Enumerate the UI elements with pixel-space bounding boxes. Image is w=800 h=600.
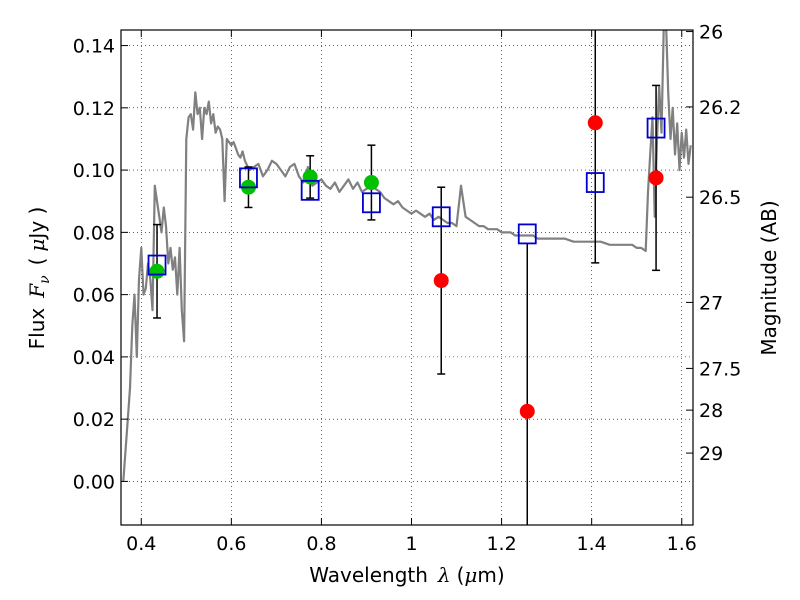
y-tick-label-5: 0.10 — [73, 160, 115, 182]
x-axis-title: Wavelength λ (μm) — [309, 563, 504, 587]
y-axis-title-unit-open: ( — [25, 258, 49, 266]
y2-tick-label-4: 27.5 — [699, 358, 741, 380]
observed-point-4 — [433, 273, 449, 289]
synthetic-point-6 — [585, 172, 605, 193]
x-tick-label-3: 1 — [405, 533, 417, 555]
x-tick-label-6: 1.6 — [667, 533, 697, 555]
model-sed-line — [122, 30, 692, 482]
synthetic-point-1 — [239, 167, 258, 189]
observed-point-0 — [149, 263, 165, 279]
y-tick-label-1: 0.02 — [73, 409, 115, 431]
synthetic-point-0 — [147, 254, 167, 276]
synthetic-point-7 — [646, 117, 666, 139]
x-axis-title-unit-rest: m) — [477, 563, 504, 587]
y2-tick-label-5: 28 — [699, 400, 723, 422]
synthetic-point-3 — [362, 192, 381, 214]
y-axis-title-subscript: ν — [37, 275, 53, 284]
synthetic-point-4 — [431, 206, 451, 228]
data-layer — [122, 30, 692, 525]
synthetic-point-2 — [300, 179, 320, 201]
y2-axis-title: Magnitude (AB) — [757, 200, 781, 355]
ticks: 0.4 0.6 0.8 1 1.2 1.4 1.6 0.00 0.02 0.04 0.06 0.08 0… — [73, 22, 742, 555]
plot-frame — [120, 29, 694, 526]
y-axis-title-unit-mu: μ — [25, 239, 49, 252]
y-axis-title-unit-rest: Jy ) — [25, 207, 49, 241]
y-tick-label-3: 0.06 — [73, 285, 115, 307]
x-tick-label-4: 1.2 — [486, 533, 516, 555]
grid — [121, 30, 693, 525]
y-tick-label-0: 0.00 — [73, 471, 115, 493]
x-axis-title-prefix: Wavelength — [309, 563, 428, 587]
y-axis-title: Flux Fν ( μJy ) — [25, 207, 53, 350]
x-axis-title-unit-open: ( — [457, 563, 465, 587]
y-axis-title-symbol: F — [25, 283, 49, 299]
observed-point-6 — [587, 115, 603, 131]
x-tick-label-2: 0.8 — [306, 533, 336, 555]
x-axis-title-symbol: λ — [437, 563, 451, 587]
x-tick-label-5: 1.4 — [577, 533, 607, 555]
x-axis-title-unit-mu: μ — [464, 563, 477, 587]
y-axis-title-prefix: Flux — [25, 308, 49, 350]
x-tick-label-0: 0.4 — [126, 533, 156, 555]
y-tick-label-7: 0.14 — [73, 36, 115, 58]
y2-tick-label-6: 29 — [699, 443, 723, 465]
y2-tick-label-0: 26 — [699, 22, 723, 44]
x-tick-label-1: 0.6 — [216, 533, 246, 555]
y-tick-label-4: 0.08 — [73, 222, 115, 244]
y2-tick-label-3: 27 — [699, 292, 723, 314]
observed-point-5 — [519, 403, 535, 419]
observed-point-7 — [648, 170, 664, 186]
y-tick-label-2: 0.04 — [73, 347, 115, 369]
y2-tick-label-2: 26.5 — [699, 187, 741, 209]
observed-point-2 — [302, 169, 318, 185]
synthetic-point-5 — [517, 223, 537, 245]
plot-background — [121, 30, 693, 525]
observed-point-3 — [363, 175, 379, 191]
y2-tick-label-1: 26.2 — [699, 97, 741, 119]
y-tick-label-6: 0.12 — [73, 98, 115, 120]
